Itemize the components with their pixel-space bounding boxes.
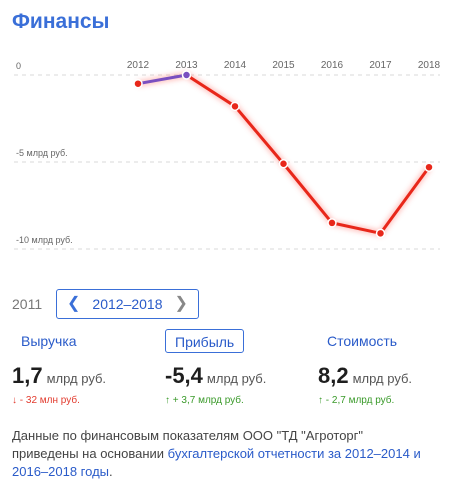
profit-unit: млрд руб. bbox=[206, 371, 267, 386]
y-tick-label: 0 bbox=[16, 61, 21, 71]
metric-value-row: 1,7 млрд руб. bbox=[12, 363, 106, 389]
arrow-down-icon: ↓ bbox=[12, 395, 17, 406]
series-line-segment bbox=[233, 104, 285, 166]
x-tick-label: 2012 bbox=[127, 60, 150, 71]
data-point bbox=[133, 78, 143, 89]
profit-chart: 0 -5 млрд руб. -10 млрд руб. 2012 2013 2014 20… bbox=[0, 48, 469, 270]
data-point bbox=[181, 70, 192, 80]
year-range-selector: 2011 ❮ 2012–2018 ❯ bbox=[12, 289, 199, 319]
series-line-glow bbox=[137, 71, 432, 237]
x-tick-label: 2015 bbox=[272, 60, 295, 71]
profit-line-chart-svg: 0 -5 млрд руб. -10 млрд руб. 2012 2013 2014 20… bbox=[14, 60, 441, 250]
x-tick-label: 2014 bbox=[224, 60, 247, 71]
cost-delta-value: - 2,7 млрд руб. bbox=[325, 395, 395, 406]
cost-value: 8,2 bbox=[318, 363, 349, 388]
tab-cost[interactable]: Стоимость bbox=[327, 333, 398, 349]
series-line-segment bbox=[136, 73, 188, 86]
data-point bbox=[375, 228, 386, 239]
metric-value-worth: Стоимость 8,2 млрд руб. ↑ - 2,7 млрд руб. bbox=[318, 329, 412, 406]
metric-value-row: 8,2 млрд руб. bbox=[318, 363, 412, 389]
y-tick-label: -5 млрд руб. bbox=[16, 148, 68, 158]
prev-year-label[interactable]: 2011 bbox=[12, 296, 43, 312]
metric-profit: Прибыль -5,4 млрд руб. ↑ + 3,7 млрд руб. bbox=[165, 329, 266, 406]
profit-value: -5,4 bbox=[165, 363, 203, 388]
x-tick-label: 2017 bbox=[369, 60, 392, 71]
x-tick-label: 2018 bbox=[418, 60, 441, 71]
x-tick-label: 2013 bbox=[175, 60, 198, 71]
note-text: Данные по финансовым показателям ООО "ТД… bbox=[12, 428, 364, 461]
y-tick-label: -10 млрд руб. bbox=[16, 235, 73, 245]
range-label[interactable]: 2012–2018 bbox=[92, 296, 163, 312]
accounting-report-link[interactable]: бухгалтерской отчетности за 2012–2014 и … bbox=[12, 446, 421, 479]
tab-profit[interactable]: Прибыль bbox=[165, 329, 245, 353]
metric-revenue: Выручка 1,7 млрд руб. ↓ - 32 млн руб. bbox=[12, 329, 106, 406]
data-point bbox=[230, 101, 240, 112]
series-line-segment bbox=[330, 221, 382, 235]
note-end: . bbox=[109, 464, 113, 479]
series-line-segment bbox=[185, 73, 237, 108]
data-source-note: Данные по финансовым показателям ООО "ТД… bbox=[12, 427, 432, 481]
revenue-value: 1,7 bbox=[12, 363, 43, 388]
profit-delta-value: + 3,7 млрд руб. bbox=[172, 395, 244, 406]
revenue-unit: млрд руб. bbox=[46, 371, 107, 386]
section-title: Финансы bbox=[12, 10, 110, 33]
cost-unit: млрд руб. bbox=[352, 371, 413, 386]
data-point bbox=[278, 158, 289, 169]
chevron-right-icon[interactable]: ❯ bbox=[174, 295, 188, 312]
tab-revenue[interactable]: Выручка bbox=[21, 333, 77, 349]
arrow-up-icon: ↑ bbox=[165, 395, 170, 406]
arrow-up-icon: ↑ bbox=[318, 395, 323, 406]
series-line-segment bbox=[282, 162, 334, 225]
series-line-segment bbox=[379, 165, 431, 235]
revenue-delta-value: - 32 млн руб. bbox=[19, 395, 80, 406]
metric-value-row: -5,4 млрд руб. bbox=[165, 363, 266, 389]
cost-delta: ↑ - 2,7 млрд руб. bbox=[318, 395, 412, 406]
revenue-delta: ↓ - 32 млн руб. bbox=[12, 395, 106, 406]
profit-delta: ↑ + 3,7 млрд руб. bbox=[165, 395, 266, 406]
range-box: ❮ 2012–2018 ❯ bbox=[56, 289, 199, 319]
data-point bbox=[424, 162, 434, 172]
chevron-left-icon[interactable]: ❮ bbox=[67, 295, 81, 312]
data-point bbox=[327, 218, 337, 228]
x-tick-label: 2016 bbox=[321, 60, 344, 71]
